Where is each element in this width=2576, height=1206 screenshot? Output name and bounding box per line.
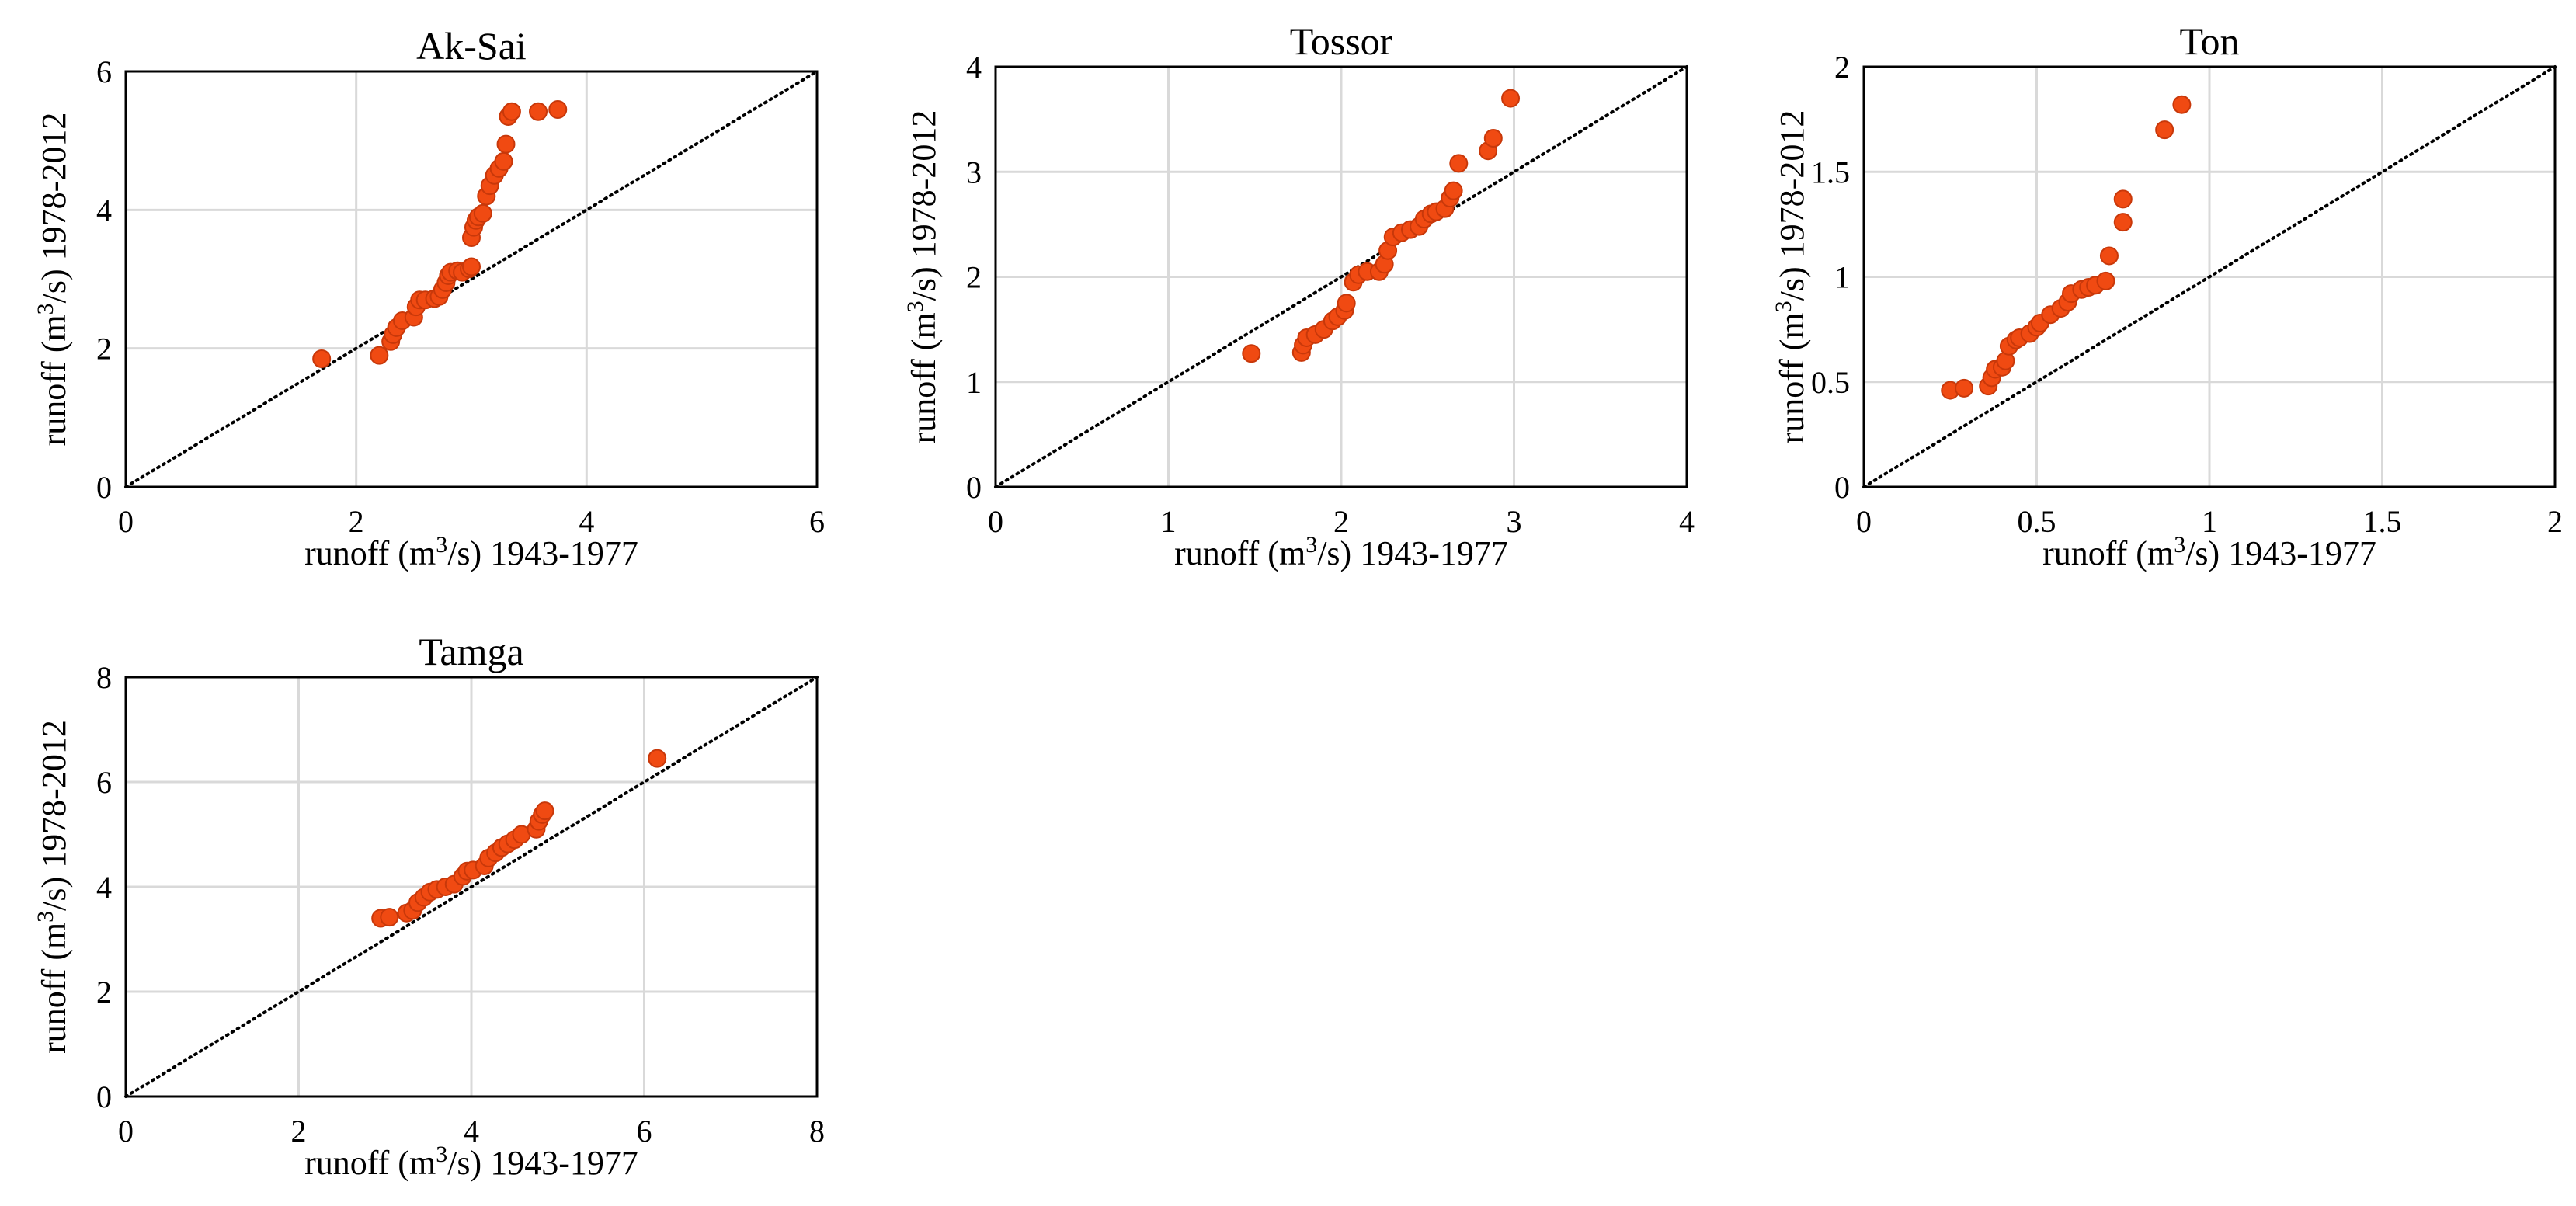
x-axis-label: runoff (m3/s) 1943-1977 (304, 532, 638, 572)
one-to-one-line (994, 65, 1688, 488)
x-tick-label: 4 (579, 504, 594, 539)
data-point (312, 349, 332, 369)
y-tick-label: 6 (96, 54, 112, 89)
data-point (2155, 120, 2174, 140)
data-point (380, 908, 399, 927)
x-tick-label: 6 (809, 504, 825, 539)
x-tick-label: 4 (464, 1114, 479, 1149)
data-point (535, 801, 554, 821)
chart-ak-sai: 0 2 4 6 0 2 4 6 Ak-Sai runoff (m3/s) 1943-1977 run… (33, 24, 825, 572)
x-tick-label: 0 (118, 1114, 134, 1149)
x-tick-label: 0.5 (2018, 504, 2056, 539)
y-tick-label: 8 (96, 660, 112, 695)
y-tick-label: 1.5 (1811, 155, 1850, 189)
x-tick-label: 1.5 (2363, 504, 2402, 539)
y-tick-label: 4 (96, 193, 112, 228)
y-tick-label: 1 (1834, 260, 1850, 295)
x-axis-label: runoff (m3/s) 1943-1977 (304, 1142, 638, 1182)
one-to-one-line (124, 676, 819, 1098)
data-point (1955, 378, 1974, 398)
data-point (494, 151, 513, 171)
data-point (473, 203, 492, 223)
y-tick-label: 4 (966, 50, 982, 85)
x-axis-label: runoff (m3/s) 1943-1977 (2042, 532, 2376, 572)
x-tick-label: 1 (2202, 504, 2217, 539)
y-tick-label: 0.5 (1811, 365, 1850, 400)
y-tick-label: 0 (96, 1079, 112, 1114)
y-tick-label: 6 (96, 765, 112, 800)
x-tick-label: 2 (349, 504, 364, 539)
data-point (370, 346, 389, 365)
y-axis-label: runoff (m3/s) 1978-2012 (33, 720, 73, 1054)
data-point (1444, 181, 1463, 200)
chart-title: Tamga (419, 630, 523, 673)
data-point (2113, 189, 2133, 209)
data-point (1449, 154, 1469, 173)
data-point (1242, 344, 1261, 363)
data-point (2172, 95, 2192, 114)
x-tick-label: 3 (1507, 504, 1522, 539)
data-point (2099, 246, 2119, 266)
plot-frame (1862, 65, 2557, 488)
x-tick-label: 0 (988, 504, 1003, 539)
chart-tossor: 0 1 2 3 4 0 1 2 3 4 Tossor runoff (m3/s) 1943-1977 r… (902, 19, 1695, 572)
y-tick-label: 2 (966, 260, 982, 295)
chart-ton: 0 0.5 1 1.5 2 0 0.5 1 1.5 2 Ton runoff (m3/s) 1943-… (1771, 19, 2563, 572)
data-point (2096, 271, 2115, 290)
x-tick-label: 8 (809, 1114, 825, 1149)
x-tick-label: 0 (1856, 504, 1872, 539)
y-tick-label: 0 (966, 470, 982, 505)
data-point (648, 749, 667, 768)
data-point (548, 100, 568, 120)
y-tick-label: 0 (1834, 470, 1850, 505)
data-point (529, 102, 548, 121)
y-axis-label: runoff (m3/s) 1978-2012 (1771, 110, 1811, 444)
data-point (1337, 294, 1356, 313)
data-point (462, 257, 481, 276)
data-point (1501, 89, 1521, 108)
x-tick-label: 1 (1161, 504, 1177, 539)
data-point (502, 102, 521, 121)
x-tick-label: 2 (291, 1114, 307, 1149)
x-axis-label: runoff (m3/s) 1943-1977 (1174, 532, 1508, 572)
plot-frame (124, 676, 819, 1098)
data-point (2113, 213, 2133, 232)
chart-tamga: 0 2 4 6 8 0 2 4 6 8 Tamga runoff (m3/s) 1943-1977 ru… (33, 630, 825, 1182)
y-tick-label: 4 (96, 870, 112, 905)
data-point (1483, 128, 1503, 148)
data-point (496, 134, 516, 154)
chart-title: Ton (2179, 19, 2239, 63)
chart-title: Tossor (1290, 19, 1393, 63)
y-tick-label: 1 (966, 365, 982, 400)
y-tick-label: 2 (96, 332, 112, 367)
one-to-one-line (124, 70, 819, 488)
y-tick-label: 2 (1834, 50, 1850, 85)
x-tick-label: 2 (2547, 504, 2563, 539)
x-tick-label: 2 (1333, 504, 1349, 539)
chart-title: Ak-Sai (416, 24, 527, 68)
one-to-one-line (1862, 65, 2557, 488)
x-tick-label: 6 (637, 1114, 652, 1149)
y-tick-label: 0 (96, 470, 112, 505)
x-tick-label: 0 (118, 504, 134, 539)
y-axis-label: runoff (m3/s) 1978-2012 (902, 110, 943, 444)
y-axis-label: runoff (m3/s) 1978-2012 (33, 113, 73, 447)
plot-frame (124, 70, 819, 488)
y-tick-label: 3 (966, 155, 982, 189)
x-tick-label: 4 (1679, 504, 1695, 539)
plot-frame (994, 65, 1688, 488)
y-tick-label: 2 (96, 975, 112, 1010)
